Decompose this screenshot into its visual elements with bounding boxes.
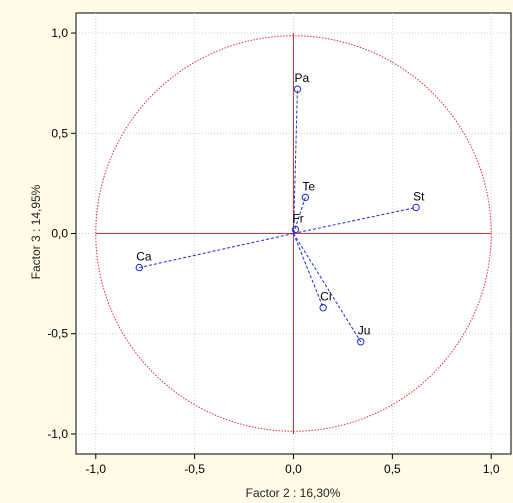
vector-st [293, 206, 417, 234]
x-tick-label: -0,5 [184, 462, 205, 476]
vector-ci [293, 233, 324, 308]
y-tick-label: -1,0 [47, 427, 68, 441]
point-label-st: St [413, 189, 425, 203]
point-label-ju: Ju [358, 324, 371, 338]
vector-ca [139, 233, 294, 269]
point-label-ci: Ci [320, 290, 331, 304]
vector-pa [293, 89, 298, 234]
point-label-pa: Pa [294, 71, 309, 85]
y-tick-label: 1,0 [51, 26, 68, 40]
loading-points: Pa Te St Fr Ca Ci Ju [135, 71, 425, 346]
point-label-ca: Ca [136, 250, 152, 264]
point-fr [291, 225, 300, 234]
x-tick-label: 0,0 [285, 462, 302, 476]
y-tick-label: 0,0 [51, 227, 68, 241]
x-axis-title: Factor 2 : 16,30% [246, 486, 341, 500]
point-pa [293, 85, 302, 93]
vector-te [293, 197, 306, 234]
x-tick-label: 0,5 [384, 462, 401, 476]
vector-ju [293, 233, 362, 343]
y-axis-title: Factor 3 : 14,95% [29, 184, 43, 279]
x-tick-label: -1,0 [85, 462, 106, 476]
point-ca [135, 263, 143, 272]
point-ju [357, 338, 365, 346]
y-tick-label: -0,5 [47, 327, 68, 341]
x-tick-label: 1,0 [483, 462, 500, 476]
vector-fr [293, 229, 296, 234]
x-axis-ticks: -1,0 -0,5 0,0 0,5 1,0 [85, 454, 500, 476]
y-axis-ticks: 1,0 0,5 0,0 -0,5 -1,0 [47, 26, 76, 441]
point-label-fr: Fr [292, 211, 303, 225]
point-label-te: Te [302, 179, 315, 193]
loading-vectors [139, 89, 417, 343]
point-te [301, 193, 310, 202]
y-tick-label: 0,5 [51, 126, 68, 140]
point-st [412, 203, 420, 212]
point-ci [319, 303, 327, 312]
